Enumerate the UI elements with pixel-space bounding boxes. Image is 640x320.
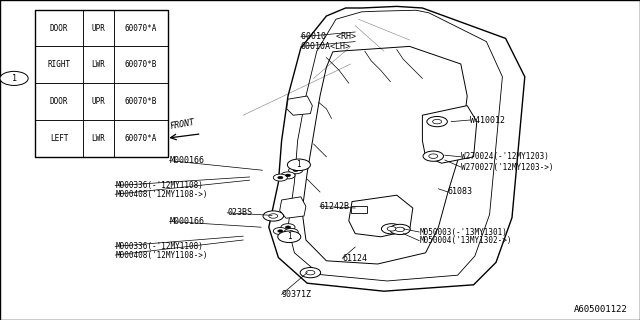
Text: 1: 1 — [296, 160, 301, 169]
Bar — [351, 206, 367, 213]
Polygon shape — [280, 197, 306, 218]
Circle shape — [278, 231, 301, 243]
Bar — [83, 10, 114, 46]
Bar — [114, 120, 168, 157]
Text: LEFT: LEFT — [50, 134, 68, 143]
Text: 1: 1 — [287, 232, 292, 241]
Text: W410012: W410012 — [470, 116, 506, 124]
Circle shape — [427, 116, 447, 127]
Text: 60070*A: 60070*A — [125, 134, 157, 143]
Text: 023BS: 023BS — [227, 208, 252, 217]
Text: UPR: UPR — [92, 97, 106, 106]
Text: FRONT: FRONT — [170, 118, 195, 131]
Text: 1: 1 — [12, 74, 17, 83]
Text: A605001122: A605001122 — [573, 305, 627, 314]
Circle shape — [284, 228, 298, 236]
Text: M000408('12MY1108->): M000408('12MY1108->) — [115, 190, 208, 199]
Circle shape — [381, 224, 402, 234]
Circle shape — [396, 227, 404, 232]
Text: 60070*A: 60070*A — [125, 23, 157, 33]
Polygon shape — [287, 96, 312, 115]
Circle shape — [300, 268, 321, 278]
Text: DOOR: DOOR — [50, 23, 68, 33]
Bar — [35, 10, 168, 157]
Text: LWR: LWR — [92, 60, 106, 69]
Circle shape — [281, 224, 295, 231]
Circle shape — [273, 174, 287, 181]
Text: M050004('13MY1302->): M050004('13MY1302->) — [419, 236, 512, 245]
Circle shape — [285, 174, 291, 177]
Text: M000408('12MY1108->): M000408('12MY1108->) — [115, 251, 208, 260]
Text: UPR: UPR — [92, 23, 106, 33]
Bar — [35, 83, 83, 120]
Bar — [114, 83, 168, 120]
Circle shape — [269, 214, 278, 218]
Circle shape — [278, 230, 283, 232]
Circle shape — [390, 224, 410, 235]
Text: M050003(-'13MY1301): M050003(-'13MY1301) — [419, 228, 507, 236]
Circle shape — [387, 227, 396, 231]
Text: W270027('12MY1203->): W270027('12MY1203->) — [461, 163, 554, 172]
Polygon shape — [288, 10, 502, 281]
Text: M000336(-'12MY1108): M000336(-'12MY1108) — [115, 242, 203, 251]
Text: LWR: LWR — [92, 134, 106, 143]
Circle shape — [263, 211, 284, 221]
Polygon shape — [269, 6, 525, 291]
Text: 60010  <RH>: 60010 <RH> — [301, 32, 356, 41]
Text: 61242B: 61242B — [320, 202, 350, 211]
Text: M000166: M000166 — [170, 217, 205, 226]
Polygon shape — [349, 195, 413, 237]
Bar — [83, 83, 114, 120]
Circle shape — [278, 176, 283, 179]
Bar — [114, 46, 168, 83]
Text: 61124: 61124 — [342, 254, 367, 263]
Circle shape — [289, 231, 294, 233]
Circle shape — [285, 226, 291, 228]
Bar — [35, 46, 83, 83]
Text: 60010A<LH>: 60010A<LH> — [301, 42, 351, 51]
Text: 60070*B: 60070*B — [125, 60, 157, 69]
Polygon shape — [422, 106, 477, 163]
Text: 60070*B: 60070*B — [125, 97, 157, 106]
Text: 90371Z: 90371Z — [282, 290, 312, 299]
Circle shape — [293, 169, 298, 172]
Bar — [35, 10, 83, 46]
Text: W270024(-'12MY1203): W270024(-'12MY1203) — [461, 152, 548, 161]
Bar — [35, 120, 83, 157]
Text: DOOR: DOOR — [50, 97, 68, 106]
Circle shape — [289, 167, 303, 174]
Circle shape — [306, 270, 315, 275]
Text: M000336(-'12MY1108): M000336(-'12MY1108) — [115, 181, 203, 190]
Polygon shape — [302, 46, 467, 264]
Text: RIGHT: RIGHT — [47, 60, 71, 69]
Circle shape — [433, 119, 442, 124]
Circle shape — [281, 172, 295, 179]
Circle shape — [0, 71, 28, 85]
Circle shape — [423, 151, 444, 161]
Circle shape — [273, 228, 287, 235]
Bar — [114, 10, 168, 46]
Text: 61083: 61083 — [448, 188, 473, 196]
Circle shape — [429, 154, 438, 158]
Text: M000166: M000166 — [170, 156, 205, 165]
Bar — [83, 120, 114, 157]
Circle shape — [287, 159, 310, 171]
Bar — [83, 46, 114, 83]
